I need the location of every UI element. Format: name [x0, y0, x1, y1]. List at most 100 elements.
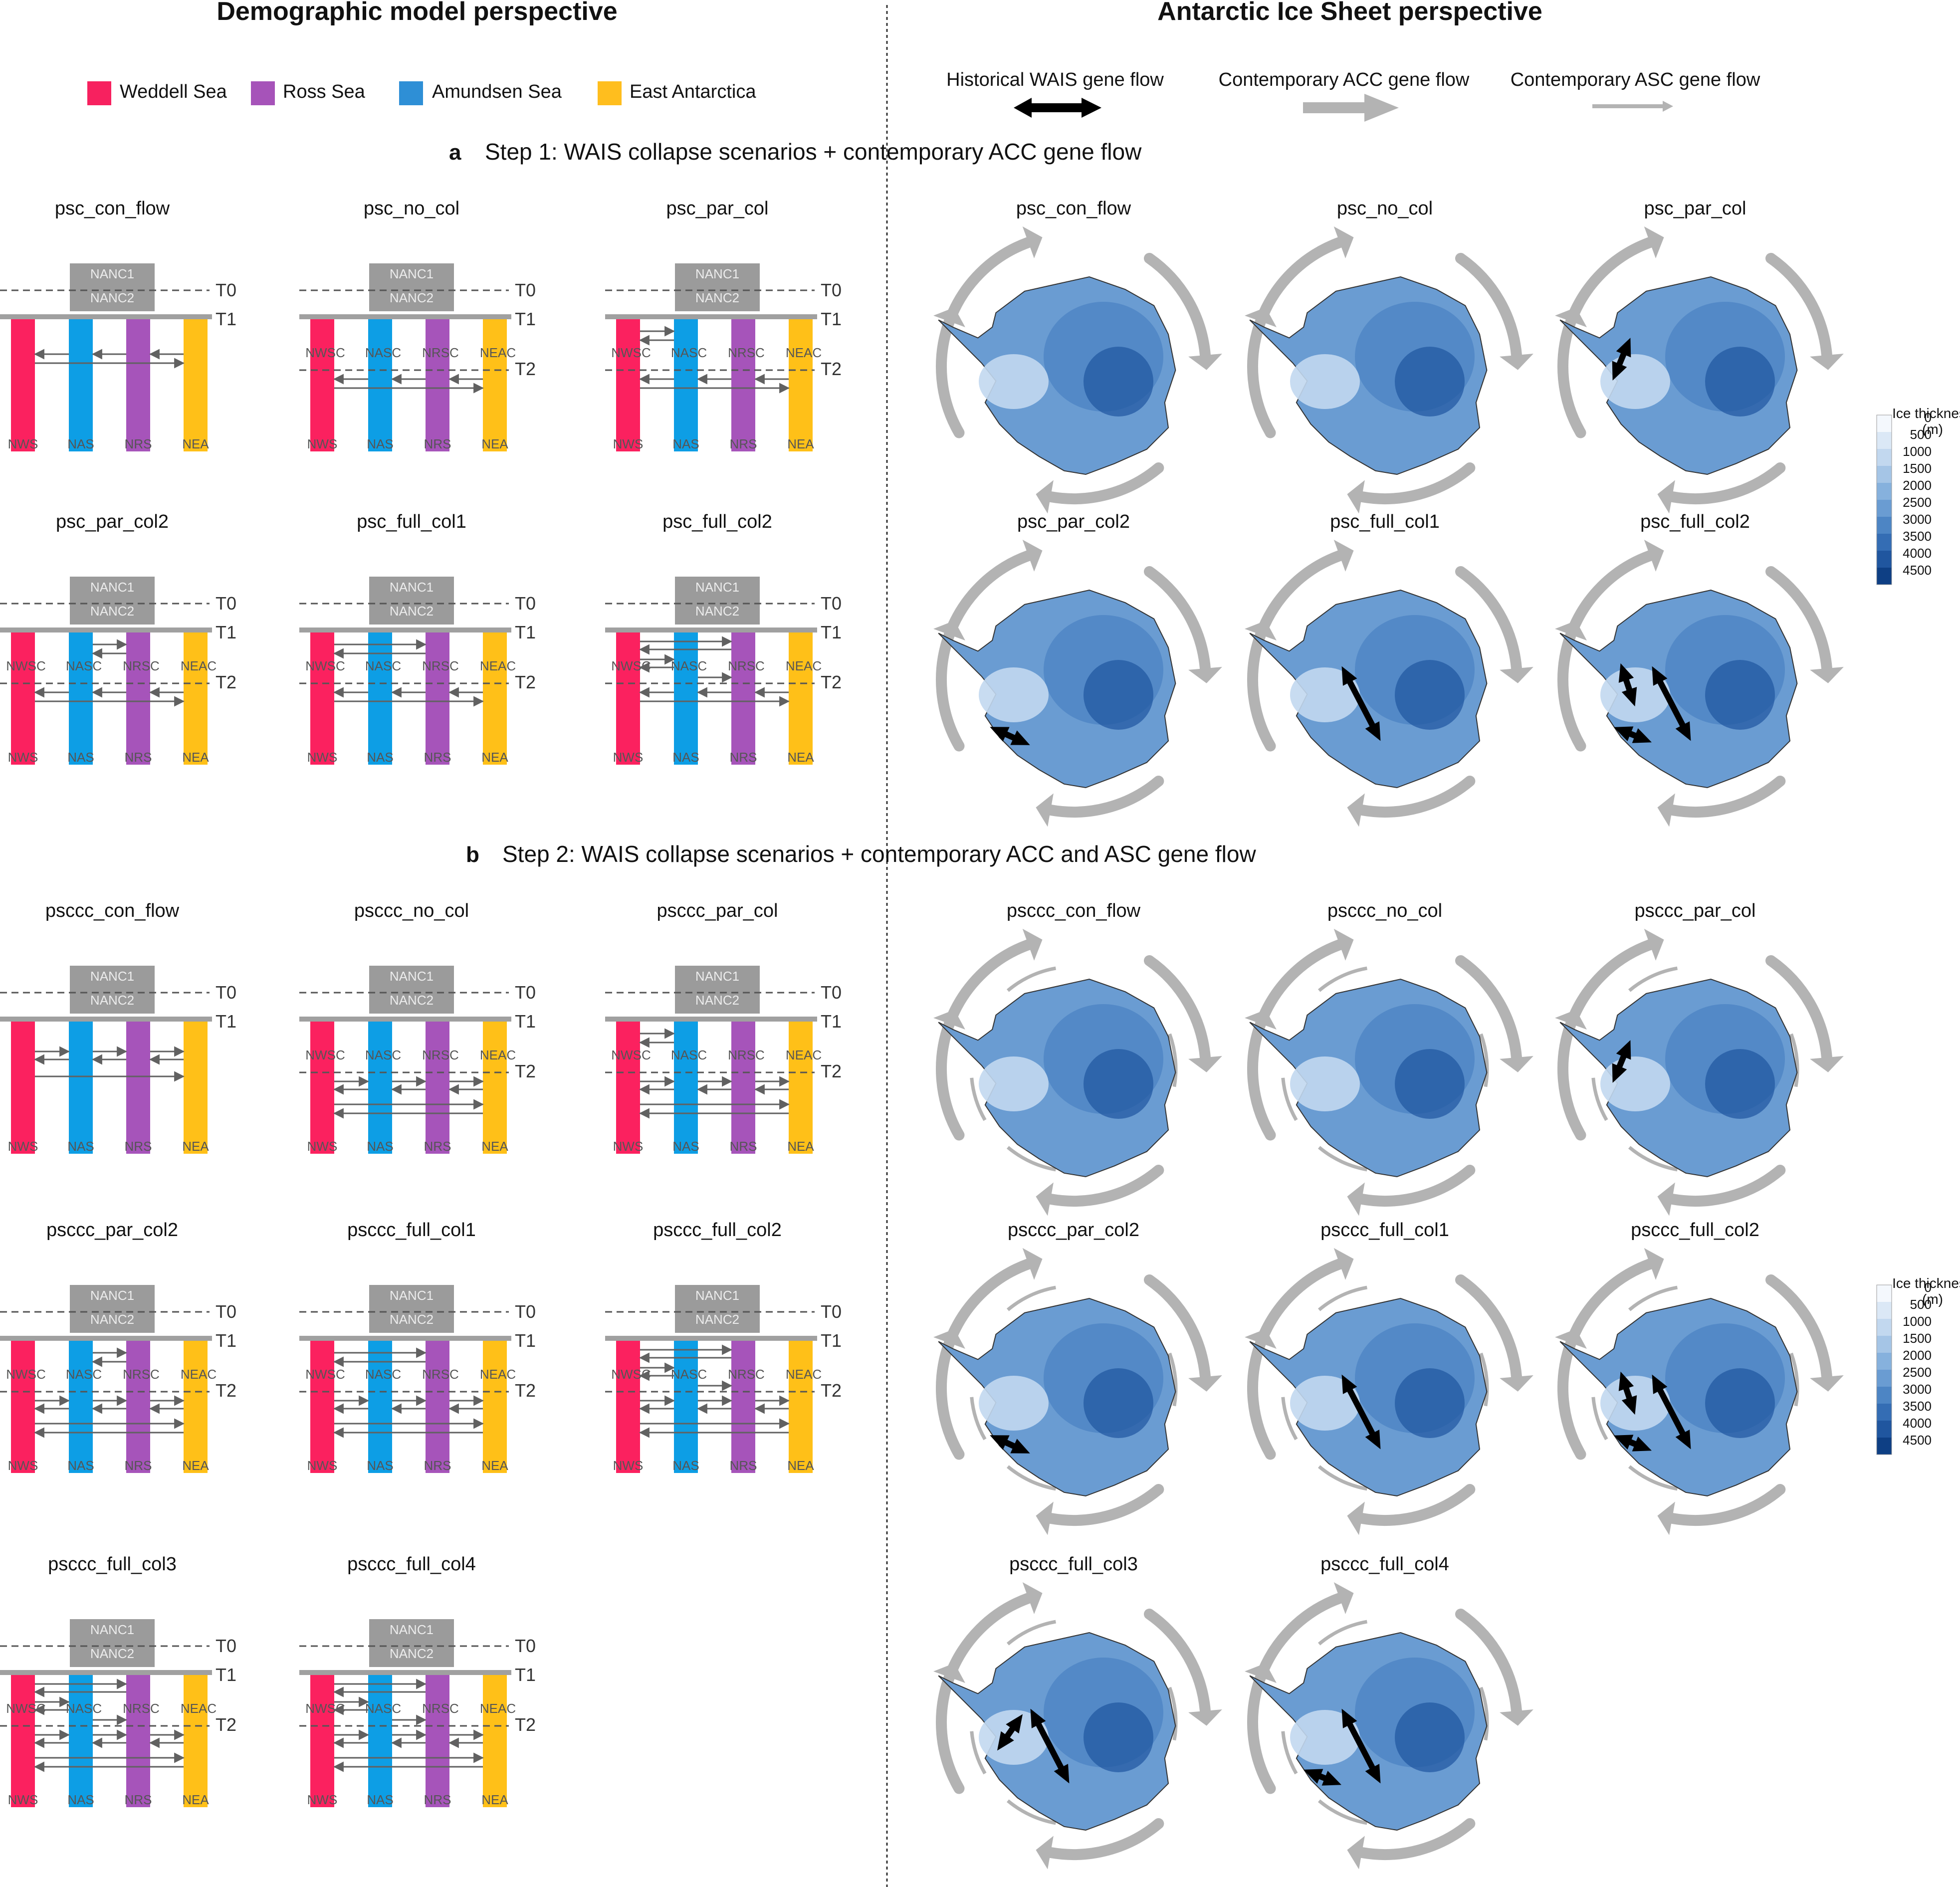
asc-arc	[970, 1077, 987, 1121]
population-label: NEA	[182, 1792, 209, 1807]
population-label: NAS	[367, 750, 393, 765]
population-bar	[426, 1675, 449, 1807]
map-psc_par_col2: psc_par_col2	[933, 511, 1222, 827]
wais-arrowhead	[990, 727, 1010, 742]
population-label: NEA	[481, 1792, 508, 1807]
flow-legend-asc-label: Contemporary ASC gene flow	[1511, 69, 1760, 90]
west-antarctica	[1290, 1710, 1360, 1765]
subpopulation-label: NASC	[365, 658, 401, 673]
west-antarctica	[1290, 1376, 1360, 1431]
west-antarctica	[1600, 1056, 1670, 1111]
legend-label-ross: Ross Sea	[283, 81, 366, 102]
population-label: NWS	[8, 750, 38, 765]
ice-thick-core	[1705, 660, 1775, 730]
label-t2: T2	[515, 672, 536, 692]
map-psccc_full_col3: psccc_full_col3	[933, 1554, 1222, 1870]
population-label: NRS	[730, 1458, 757, 1473]
wais-arrowhead	[1675, 1430, 1691, 1450]
label-t2: T2	[515, 1380, 536, 1401]
acc-arrowhead	[1810, 353, 1844, 370]
asc-arc	[1317, 1799, 1368, 1825]
map-title: psc_con_flow	[1016, 198, 1131, 219]
map-title: psccc_con_flow	[1007, 900, 1141, 921]
wais-arrowhead	[1632, 1436, 1652, 1452]
subpopulation-label: NWSC	[611, 1048, 651, 1062]
acc-arc	[1557, 1018, 1586, 1141]
population-bar	[69, 1675, 93, 1807]
acc-arc	[1045, 1165, 1164, 1207]
label-nanc1: NANC1	[695, 266, 739, 281]
colorbar-tick-label: 4500	[1903, 563, 1932, 578]
population-bar	[126, 1675, 150, 1807]
population-bar	[11, 1022, 35, 1154]
colorbar-tick-label: 2000	[1903, 1348, 1932, 1363]
label-nanc1: NANC1	[390, 580, 434, 595]
ancestral-box	[675, 577, 760, 625]
label-t1: T1	[515, 1011, 536, 1032]
map-psc_full_col1: psc_full_col1	[1245, 511, 1533, 827]
label-nanc2: NANC2	[390, 604, 434, 619]
wais-arrowhead	[1365, 1430, 1381, 1450]
asc-arc	[1168, 1033, 1178, 1087]
subpopulation-label: NEAC	[480, 345, 516, 360]
asc-arc	[1479, 1033, 1489, 1087]
label-t2: T2	[216, 1380, 236, 1401]
map-psccc_full_col2: psccc_full_col2	[1555, 1220, 1844, 1535]
colorbar-tick-label: 4000	[1903, 546, 1932, 561]
population-bar	[11, 1675, 35, 1807]
ice-colorbar: 0 500 1000 1500 2000 2500 3000 3500 4000 4500	[1876, 410, 1932, 585]
asc-arc	[1628, 1285, 1678, 1311]
label-nanc1: NANC1	[695, 969, 739, 984]
population-bar	[731, 1341, 755, 1473]
subpopulation-label: NASC	[365, 1367, 401, 1382]
t1-bar	[0, 1017, 212, 1022]
label-t2: T2	[821, 1061, 842, 1081]
acc-arc	[1247, 1672, 1276, 1794]
acc-arrowhead	[1644, 1248, 1664, 1280]
wais-arrow	[1342, 1713, 1380, 1779]
legend-swatch-amundsen	[399, 81, 423, 105]
acc-arc	[1565, 236, 1656, 327]
colorbar-cell	[1877, 1370, 1892, 1387]
subpopulation-label: NASC	[671, 658, 707, 673]
ice-thick-core	[1395, 1368, 1465, 1438]
population-bar	[368, 632, 392, 765]
west-antarctica	[1290, 354, 1360, 409]
population-label: NRS	[424, 1458, 451, 1473]
acc-arrowhead	[1555, 307, 1587, 327]
acc-arc	[1356, 1484, 1476, 1526]
model-title: psccc_no_col	[354, 900, 469, 921]
ancestral-box	[70, 577, 155, 625]
wais-arrowhead	[1321, 1770, 1341, 1786]
label-nanc1: NANC1	[90, 580, 134, 595]
label-t2: T2	[515, 1714, 536, 1735]
subpopulation-label: NASC	[671, 1367, 707, 1382]
population-bar	[69, 319, 93, 451]
label-t0: T0	[821, 280, 842, 300]
acc-arrowhead	[1333, 929, 1354, 961]
label-t0: T0	[216, 593, 236, 614]
colorbar-tick-label: 500	[1910, 1297, 1932, 1312]
wais-arrowhead	[1010, 730, 1030, 745]
population-bar	[616, 1022, 640, 1154]
flow-legend-acc-label: Contemporary ACC gene flow	[1219, 69, 1470, 90]
map-psccc_par_col2: psccc_par_col2	[933, 1220, 1222, 1535]
population-bar	[616, 319, 640, 451]
t1-bar	[299, 1017, 511, 1022]
wais-arrowhead	[1010, 1439, 1030, 1454]
acc-arrowhead	[1022, 1248, 1043, 1280]
t1-bar	[0, 628, 212, 632]
t1-bar	[299, 628, 511, 632]
acc-arrowhead	[1347, 1501, 1365, 1535]
legend-swatch-east	[598, 81, 622, 105]
population-bar	[674, 632, 698, 765]
population-label: NAS	[67, 436, 94, 451]
wais-arrow	[1342, 1379, 1380, 1445]
asc-arc	[1317, 1465, 1368, 1491]
acc-arrowhead	[1810, 666, 1844, 683]
map-psccc_no_col: psccc_no_col	[1245, 900, 1533, 1216]
label-t1: T1	[515, 1330, 536, 1351]
label-t1: T1	[216, 1011, 236, 1032]
population-label: NRS	[730, 1139, 757, 1154]
asc-arc	[1006, 1285, 1057, 1311]
